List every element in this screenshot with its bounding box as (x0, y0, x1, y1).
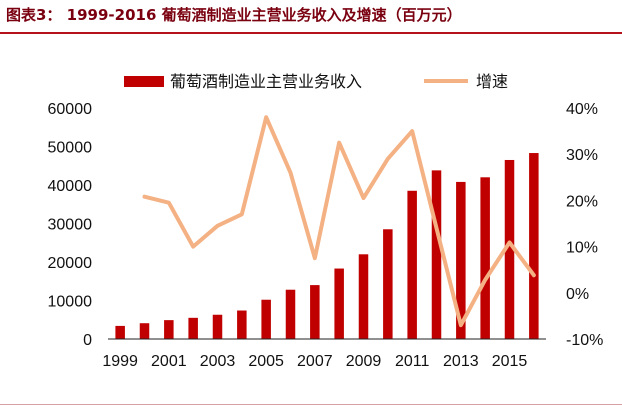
x-tick-label: 2001 (151, 353, 187, 370)
bar-2000 (139, 323, 150, 339)
bar-2016 (529, 153, 539, 339)
x-tick-label: 1999 (102, 353, 138, 370)
bar-2005 (261, 299, 271, 339)
bar-2006 (285, 289, 296, 339)
y-tick-label: 60000 (48, 101, 93, 118)
bar-2012 (431, 170, 442, 339)
title-rule (0, 32, 622, 34)
x-tick-label: 2011 (395, 353, 430, 370)
y-tick-label: 0 (83, 332, 92, 349)
bar-1999 (115, 325, 125, 339)
bar-2003 (212, 314, 223, 339)
growth-line-layer (142, 115, 536, 328)
bar-2009 (358, 254, 369, 339)
y2-tick-label: 10% (566, 240, 598, 257)
bottom-rule (0, 404, 622, 405)
bar-2004 (237, 310, 247, 339)
bar-2007 (310, 285, 320, 339)
x-tick-label: 2015 (492, 353, 528, 370)
bar-2011 (407, 190, 417, 339)
y-tick-label: 30000 (48, 217, 93, 234)
bar-2014 (480, 177, 490, 339)
bar-2010 (383, 229, 393, 339)
revenue-bars (115, 153, 539, 339)
x-tick-label: 2013 (443, 353, 479, 370)
y2-tick-label: -10% (566, 332, 603, 349)
x-tick-label: 2007 (297, 353, 333, 370)
x-tick-label: 2003 (200, 353, 236, 370)
y2-tick-label: 0% (566, 286, 589, 303)
bar-2002 (188, 317, 198, 339)
y-tick-label: 40000 (48, 178, 93, 195)
y-tick-label: 10000 (48, 294, 93, 311)
y2-tick-label: 20% (566, 193, 598, 210)
growth-line (142, 115, 536, 328)
bar-2001 (164, 320, 174, 339)
x-tick-label: 2005 (248, 353, 284, 370)
bar-2008 (334, 268, 344, 339)
y2-tick-label: 30% (566, 147, 598, 164)
bar-2013 (456, 181, 466, 339)
figure-title: 图表3： 1999-2016 葡萄酒制造业主营业务收入及增速（百万元） (6, 6, 462, 24)
y2-tick-label: 40% (566, 101, 598, 118)
legend-label-growth: 增速 (476, 72, 508, 91)
axes: 0 10000 20000 30000 40000 50000 60000 -10% 0% 10%… (48, 101, 604, 370)
bar-2015 (504, 159, 515, 339)
legend-swatch-bar (124, 76, 164, 87)
legend-label-revenue: 葡萄酒制造业主营业务收入 (170, 72, 362, 91)
legend: 葡萄酒制造业主营业务收入 增速 (124, 72, 508, 91)
y-tick-label: 50000 (48, 140, 93, 157)
y-tick-label: 20000 (48, 255, 93, 272)
x-tick-label: 2009 (346, 353, 382, 370)
